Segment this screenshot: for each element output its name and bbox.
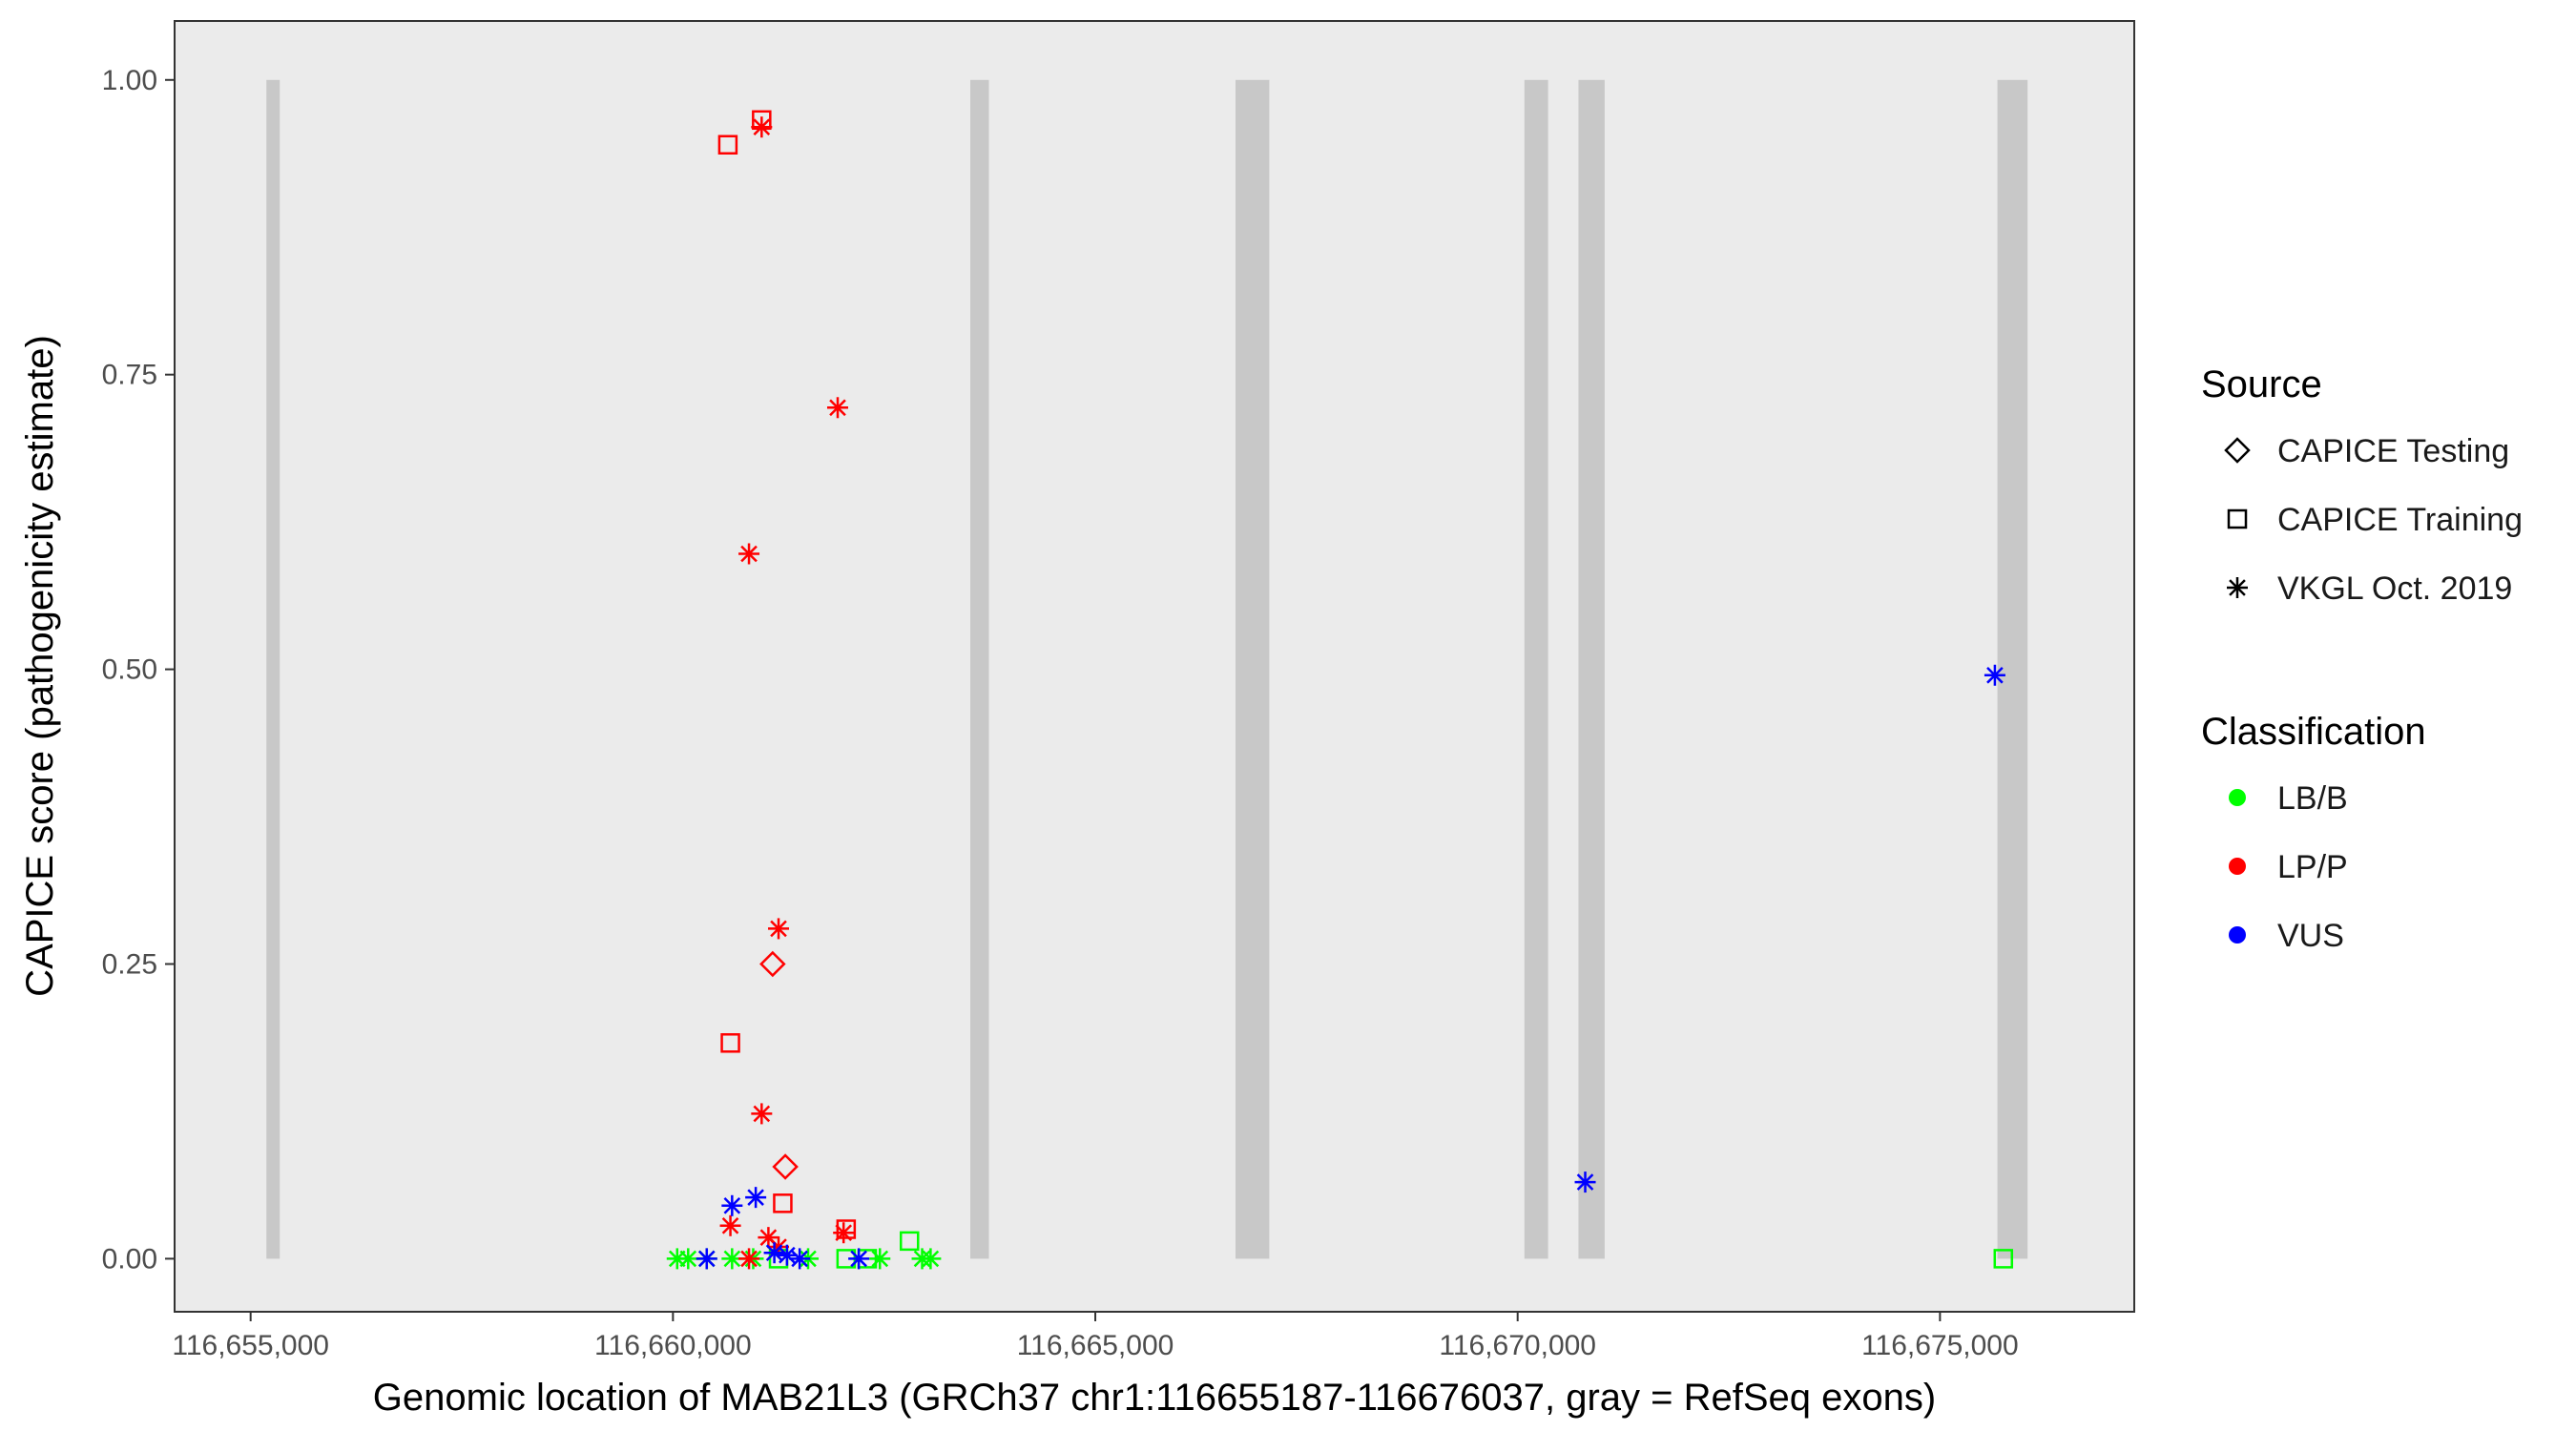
data-point [836, 1219, 857, 1239]
data-point [751, 116, 773, 138]
data-point [1993, 1249, 2014, 1269]
data-point [826, 397, 848, 419]
data-point [1984, 664, 2005, 686]
data-point [677, 1248, 699, 1270]
data-point [773, 1193, 793, 1213]
x-tick-label: 116,660,000 [594, 1330, 752, 1361]
plot-panel [175, 21, 2134, 1312]
y-tick-label: 0.00 [102, 1243, 157, 1275]
data-point [1574, 1172, 1596, 1193]
point-layer [666, 110, 2014, 1270]
y-axis-title: CAPICE score (pathogenicity estimate) [19, 335, 61, 997]
data-point [717, 135, 738, 155]
x-tick-label: 116,655,000 [172, 1330, 329, 1361]
legend-class-entries: LB/B LP/P VUS [2229, 780, 2348, 954]
legend-class-label: LB/B [2277, 780, 2348, 817]
legend-source-label: CAPICE Testing [2277, 433, 2509, 469]
y-tick-label: 0.50 [102, 654, 157, 686]
legend-class-label: LP/P [2277, 849, 2348, 885]
y-tick-label: 1.00 [102, 65, 157, 96]
x-axis: 116,655,000 116,660,000 116,665,000 116,670… [172, 1312, 2019, 1361]
legend-source-label: CAPICE Training [2277, 502, 2523, 538]
data-point [745, 1187, 767, 1209]
data-point [869, 1248, 891, 1270]
exon-bar [1524, 79, 1548, 1259]
data-point [719, 1214, 741, 1236]
exon-bar [1578, 79, 1605, 1259]
plot-border [174, 20, 2135, 1313]
data-point [720, 1033, 740, 1053]
exon-bar [266, 79, 280, 1259]
x-axis-title: Genomic location of MAB21L3 (GRCh37 chr1… [373, 1377, 1936, 1419]
data-point [768, 918, 790, 940]
legend-source-key [2227, 508, 2248, 529]
y-axis: 0.00 0.25 0.50 0.75 1.00 [102, 65, 175, 1275]
data-point [900, 1231, 920, 1252]
legend-source-key [2224, 437, 2251, 464]
data-point [738, 543, 760, 565]
legend-class-label: VUS [2277, 918, 2344, 954]
data-point [776, 1244, 798, 1266]
data-point [738, 1248, 760, 1270]
data-point [833, 1222, 855, 1244]
legend-class-key [2229, 926, 2246, 944]
x-tick-label: 116,675,000 [1861, 1330, 2019, 1361]
x-tick-label: 116,665,000 [1017, 1330, 1174, 1361]
data-point [721, 1194, 743, 1216]
data-point [920, 1248, 942, 1270]
y-tick-label: 0.25 [102, 948, 157, 980]
legend-class-key [2229, 858, 2246, 875]
data-point [751, 1103, 773, 1125]
exon-bar [1235, 79, 1270, 1259]
data-point [789, 1248, 811, 1270]
y-tick-label: 0.75 [102, 360, 157, 391]
data-point [848, 1248, 870, 1270]
legend: Source CAPICE Testing CAPICE Training VKGL… [2201, 363, 2523, 954]
data-point [696, 1248, 717, 1270]
exon-bar [969, 79, 989, 1259]
x-tick-label: 116,670,000 [1439, 1330, 1596, 1361]
data-point [772, 1153, 799, 1180]
legend-class-key [2229, 789, 2246, 806]
legend-source-key [2227, 577, 2248, 598]
legend-source-title: Source [2201, 363, 2322, 405]
legend-source-label: VKGL Oct. 2019 [2277, 570, 2512, 607]
data-point [759, 950, 786, 978]
legend-classification-title: Classification [2201, 711, 2426, 753]
legend-source-entries: CAPICE Testing CAPICE Training VKGL Oct. 2… [2224, 433, 2523, 607]
